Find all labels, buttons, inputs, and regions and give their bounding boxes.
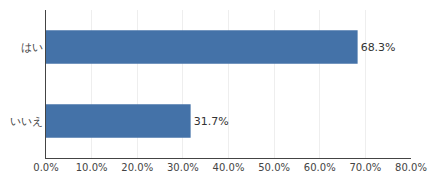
- svg-text:いいえ: いいえ: [10, 115, 43, 128]
- svg-text:50.0%: 50.0%: [258, 162, 290, 173]
- svg-text:10.0%: 10.0%: [76, 162, 108, 173]
- svg-text:40.0%: 40.0%: [213, 162, 245, 173]
- svg-text:31.7%: 31.7%: [194, 115, 229, 128]
- svg-text:はい: はい: [21, 41, 43, 54]
- svg-text:60.0%: 60.0%: [304, 162, 336, 173]
- svg-text:0.0%: 0.0%: [33, 162, 58, 173]
- svg-text:80.0%: 80.0%: [395, 162, 427, 173]
- svg-text:30.0%: 30.0%: [167, 162, 199, 173]
- svg-text:20.0%: 20.0%: [121, 162, 153, 173]
- svg-text:70.0%: 70.0%: [349, 162, 381, 173]
- svg-text:68.3%: 68.3%: [361, 41, 396, 54]
